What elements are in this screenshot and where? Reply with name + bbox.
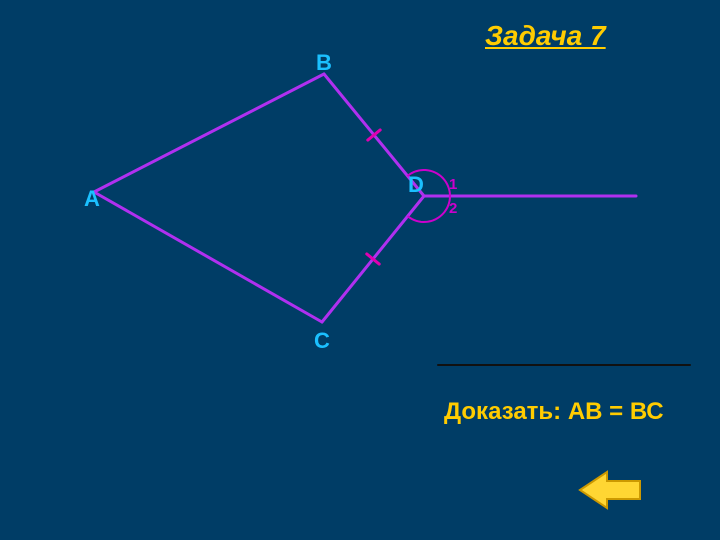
back-arrow-icon[interactable] (580, 472, 640, 508)
prove-statement: Доказать: АВ = ВС (444, 398, 664, 426)
vertex-label-a: А (84, 186, 100, 212)
vertex-label-c: С (314, 328, 330, 354)
vertex-label-d: D (408, 172, 424, 198)
angle-label-1: 1 (449, 176, 457, 193)
diagram-canvas (0, 0, 720, 540)
vertex-label-b: В (316, 50, 332, 76)
angle-label-2: 2 (449, 200, 457, 217)
page-title: Задача 7 (485, 20, 606, 52)
